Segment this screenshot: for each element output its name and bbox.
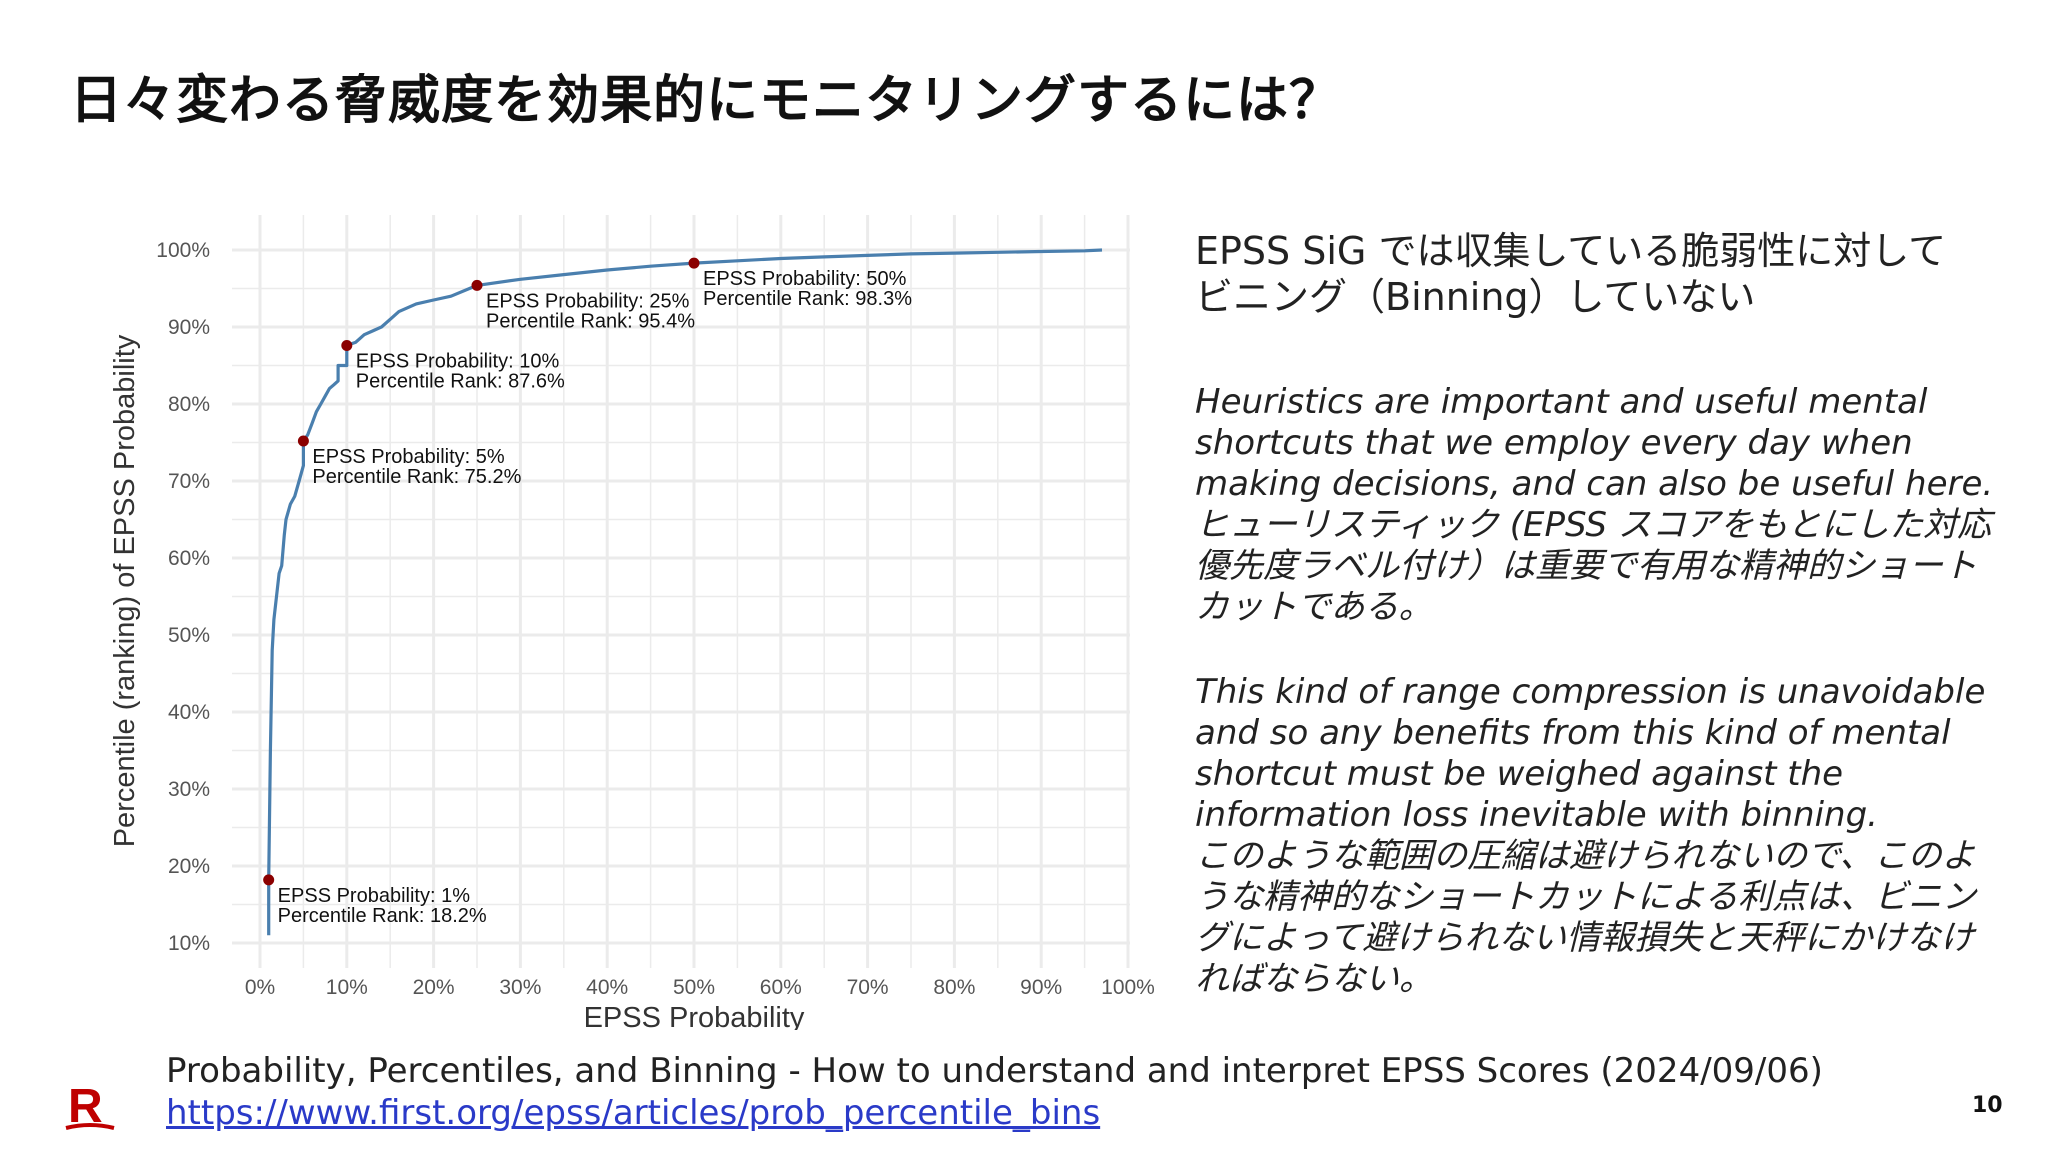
paragraph-line: カットである。 [1195, 587, 1433, 627]
right-heading-line: ビニング（Binning）していない [1195, 275, 1756, 319]
paragraph-line: Heuristics are important and useful ment… [1195, 382, 1928, 422]
paragraph-line: making decisions, and can also be useful… [1195, 464, 1994, 504]
point-label-probability: EPSS Probability: 10% [356, 350, 560, 372]
heuristics-paragraph: Heuristics are important and useful ment… [1195, 382, 2020, 628]
source-link[interactable]: https://www.first.org/epss/articles/prob… [166, 1093, 1101, 1133]
x-tick-label: 70% [847, 976, 889, 999]
x-axis-label: EPSS Probability [584, 1002, 805, 1030]
y-axis-label: Percentile (ranking) of EPSS Probability [109, 334, 141, 847]
x-tick-label: 0% [245, 976, 275, 999]
highlight-point [297, 435, 309, 447]
x-tick-label: 60% [760, 976, 802, 999]
x-tick-label: 20% [413, 976, 455, 999]
source-citation: Probability, Percentiles, and Binning - … [166, 1051, 1823, 1091]
range-compression-paragraph: This kind of range compression is unavoi… [1195, 672, 2020, 1000]
highlight-point [688, 257, 700, 269]
paragraph-line: ればならない。 [1195, 959, 1433, 999]
paragraph-line: This kind of range compression is unavoi… [1195, 672, 1986, 712]
paragraph-line: information loss inevitable with binning… [1195, 795, 1878, 835]
y-tick-label: 90% [168, 316, 210, 339]
slide-title: 日々変わる脅威度を効果的にモニタリングするには？ [70, 71, 1343, 131]
x-tick-label: 50% [673, 976, 715, 999]
paragraph-line: 優先度ラベル付け）は重要で有用な精神的ショート [1195, 546, 1977, 586]
paragraph-line: and so any benefits from this kind of me… [1195, 713, 1951, 753]
highlight-point [471, 279, 483, 291]
epss-percentile-chart: 0% 10% 20% 30% 40% 50% 60% 70% 80% 90% 100% 10% 20% 3… [109, 215, 1155, 1030]
y-tick-label: 80% [168, 393, 210, 416]
y-tick-label: 70% [168, 470, 210, 493]
point-label-percentile: Percentile Rank: 18.2% [278, 905, 487, 927]
paragraph-line: shortcut must be weighed against the [1195, 754, 1844, 794]
x-tick-label: 10% [326, 976, 368, 999]
right-heading-line: EPSS SiG では収集している脆弱性に対して [1195, 229, 1947, 273]
point-label-probability: EPSS Probability: 50% [703, 268, 907, 290]
y-tick-label: 30% [168, 778, 210, 801]
x-tick-label: 90% [1020, 976, 1062, 999]
paragraph-line: ヒューリスティック (EPSS スコアをもとにした対応 [1195, 505, 1992, 545]
x-tick-label: 80% [933, 976, 975, 999]
point-label-probability: EPSS Probability: 1% [278, 885, 471, 907]
x-tick-label: 30% [499, 976, 541, 999]
y-tick-label: 100% [156, 239, 210, 262]
y-tick-label: 40% [168, 701, 210, 724]
paragraph-line: shortcuts that we employ every day when [1195, 423, 1913, 463]
point-label-probability: EPSS Probability: 5% [312, 446, 505, 468]
point-label-percentile: Percentile Rank: 87.6% [356, 370, 565, 392]
y-tick-label: 10% [168, 932, 210, 955]
highlight-point [263, 874, 275, 886]
page-number: 10 [1972, 1093, 2003, 1118]
point-label-probability: EPSS Probability: 25% [486, 290, 690, 312]
point-label-percentile: Percentile Rank: 75.2% [312, 466, 521, 488]
paragraph-line: グによって避けられない情報損失と天秤にかけなけ [1195, 918, 1975, 958]
y-tick-label: 20% [168, 855, 210, 878]
point-label-percentile: Percentile Rank: 98.3% [703, 288, 912, 310]
paragraph-line: このような範囲の圧縮は避けられないので、このよ [1195, 836, 1976, 876]
y-tick-label: 50% [168, 624, 210, 647]
point-label-percentile: Percentile Rank: 95.4% [486, 310, 695, 332]
right-heading: EPSS SiG では収集している脆弱性に対して ビニング（Binning）して… [1195, 228, 2015, 320]
x-tick-label: 100% [1101, 976, 1155, 999]
y-tick-label: 60% [168, 547, 210, 570]
rakuten-logo-icon: R [65, 1080, 115, 1133]
x-tick-label: 40% [586, 976, 628, 999]
highlight-point [341, 339, 353, 351]
paragraph-line: うな精神的なショートカットによる利点は、ビニン [1195, 877, 1976, 917]
